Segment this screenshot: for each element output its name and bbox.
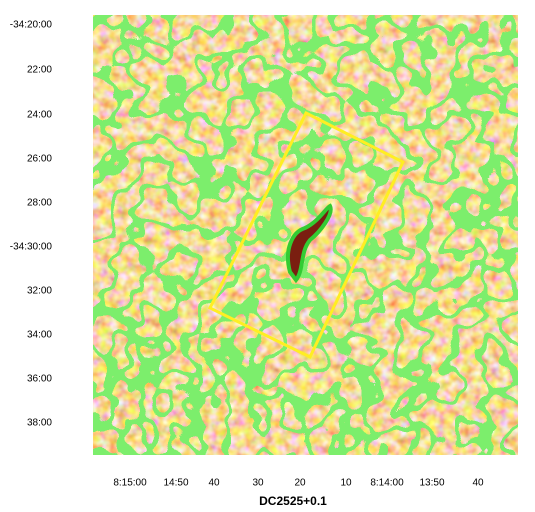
x-tick-label: 13:50 [419, 478, 444, 489]
y-tick-label: 36:00 [27, 374, 52, 385]
y-tick-label: 26:00 [27, 154, 52, 165]
y-axis: -34:20:00 22:00 24:00 26:00 28:00 -34:30:00 32… [10, 20, 53, 429]
y-tick-label: 22:00 [27, 65, 52, 76]
x-label: DC2525+0.1 [259, 494, 327, 508]
x-tick-label: 30 [252, 478, 264, 489]
x-tick-label: 14:50 [163, 478, 188, 489]
slit-box [207, 110, 405, 360]
y-tick-label: 28:00 [27, 198, 52, 209]
y-tick-label: 34:00 [27, 330, 52, 341]
y-tick-label: -34:20:00 [10, 20, 53, 31]
y-tick-label: 24:00 [27, 110, 52, 121]
x-tick-label: 10 [340, 478, 352, 489]
x-tick-label: 20 [294, 478, 306, 489]
x-tick-label: 40 [208, 478, 220, 489]
x-tick-label: 40 [472, 478, 484, 489]
x-axis: 8:15:00 14:50 40 30 20 10 8:14:00 13:50 40 [113, 478, 484, 489]
y-tick-label: 32:00 [27, 286, 52, 297]
sky-image [93, 15, 518, 455]
x-tick-label: 8:14:00 [370, 478, 404, 489]
y-tick-label: 38:00 [27, 418, 52, 429]
y-tick-label: -34:30:00 [10, 242, 53, 253]
x-tick-label: 8:15:00 [113, 478, 147, 489]
